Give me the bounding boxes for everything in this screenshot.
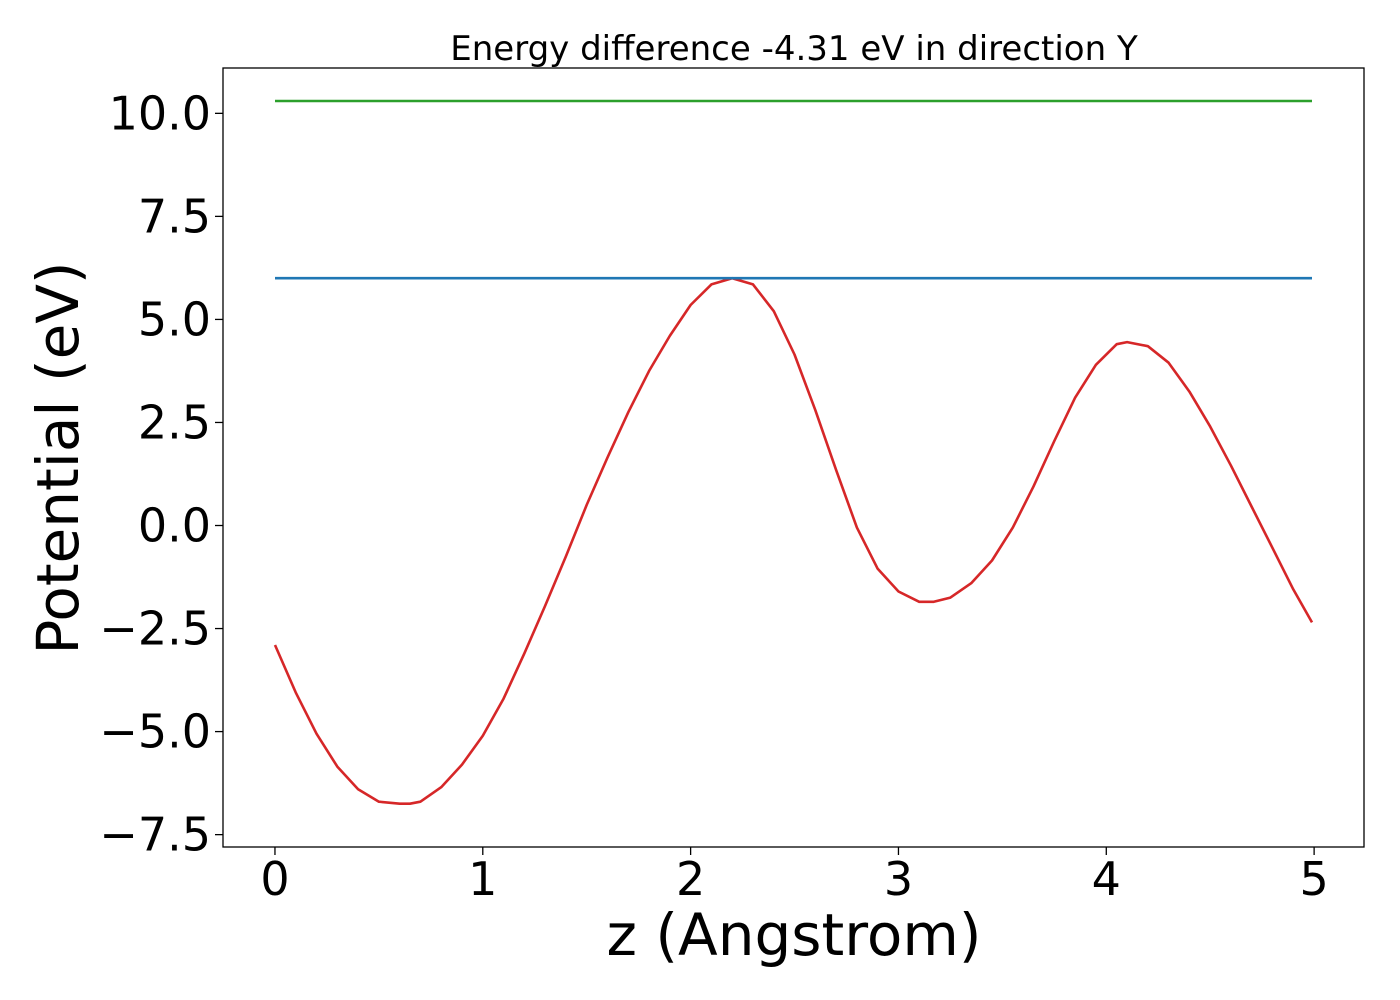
y-tick-label: 7.5 bbox=[138, 189, 211, 243]
x-tick-label: 2 bbox=[676, 852, 705, 906]
series-line-0 bbox=[273, 276, 1314, 806]
y-axis-label: Potential (eV) bbox=[24, 261, 92, 654]
y-tick-label: 2.5 bbox=[138, 395, 211, 449]
x-axis-label: z (Angstrom) bbox=[607, 901, 982, 969]
y-axis: −7.5 −5.0 −2.5 0.0 2.5 5.0 7.5 10.0 bbox=[99, 86, 223, 862]
plot-area bbox=[273, 99, 1314, 806]
y-tick-label: 0.0 bbox=[138, 499, 211, 553]
chart-title: Energy difference -4.31 eV in direction … bbox=[450, 29, 1138, 69]
x-tick-label: 5 bbox=[1299, 852, 1328, 906]
y-tick-label: −2.5 bbox=[99, 602, 211, 656]
x-tick-label: 4 bbox=[1092, 852, 1121, 906]
y-tick-label: 5.0 bbox=[138, 292, 211, 346]
x-axis: 0 1 2 3 4 5 bbox=[260, 847, 1329, 906]
y-tick-label: 10.0 bbox=[109, 86, 211, 140]
y-tick-label: −5.0 bbox=[99, 705, 211, 759]
x-tick-label: 1 bbox=[468, 852, 497, 906]
x-tick-label: 0 bbox=[260, 852, 289, 906]
x-tick-label: 3 bbox=[884, 852, 913, 906]
y-tick-label: −7.5 bbox=[99, 808, 211, 862]
plot-frame bbox=[222, 67, 1365, 848]
